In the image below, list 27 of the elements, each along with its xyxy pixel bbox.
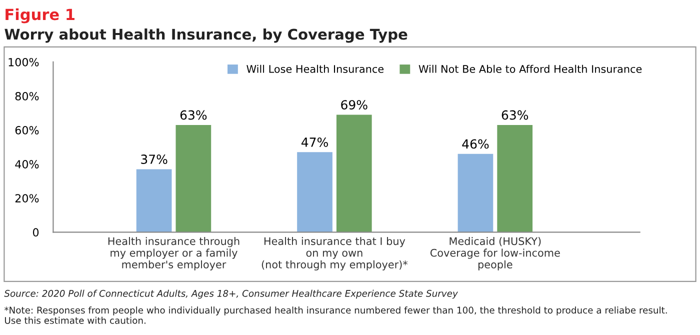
y-tick-label: 60%: [15, 126, 39, 134]
bar: [458, 154, 494, 232]
y-tick-label: 100%: [8, 58, 39, 66]
x-tick-label: Health insurance through my employer or a family member's employer: [108, 237, 240, 270]
y-tick-label: 80%: [15, 92, 39, 100]
bar: [297, 152, 332, 232]
x-tick-label: Health insurance that I buy on my own (not through my employer)*: [262, 237, 408, 270]
text: *Note: Responses from people who individually purchased health insurance numbered fewer than 100, the threshold to produce a reliabe result. Use this estimate with caution.: [4, 306, 667, 324]
source-note: Source: 2020 Poll of Connecticut Adults, Ages 18+, Consumer Healthcare Experience State Survey: [4, 290, 458, 299]
bar: [336, 114, 372, 232]
x-tick-label: Medicaid (HUSKY) Coverage for low-income people: [430, 237, 560, 270]
y-tick-label: 40%: [15, 160, 39, 168]
y-tick-label: 0: [32, 228, 39, 237]
data-label: 63%: [180, 110, 207, 120]
data-label: 47%: [301, 138, 328, 147]
bar: [497, 124, 533, 232]
data-label: 63%: [502, 110, 528, 120]
data-label: 37%: [141, 154, 168, 164]
y-tick-label: 20%: [15, 194, 39, 202]
chart-subtitle: Worry about Health Insurance, by Coverage Type: [4, 28, 408, 43]
data-label: 69%: [341, 100, 368, 110]
chart-title: Figure 1: [6, 8, 74, 24]
bar: [176, 124, 212, 232]
legend-label: Will Lose Health Insurance: [246, 64, 384, 73]
bar: [136, 169, 172, 232]
data-label: 46%: [462, 139, 489, 149]
legend-label: Will Not Be Able to Afford Health Insurance: [418, 64, 642, 73]
